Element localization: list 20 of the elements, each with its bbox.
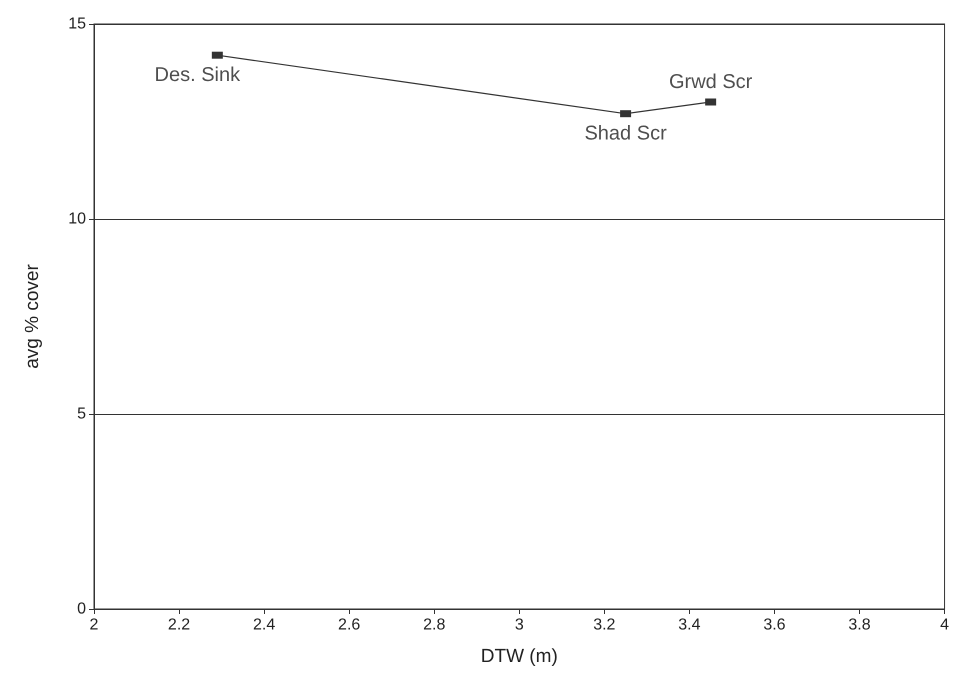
x-tick-label: 3.8 bbox=[848, 616, 871, 634]
y-axis-title: avg % cover bbox=[22, 264, 43, 369]
x-tick-label: 2 bbox=[90, 616, 99, 634]
x-tick-label: 2.4 bbox=[252, 616, 276, 634]
y-tick-label: 5 bbox=[77, 406, 86, 422]
x-tick-label: 2.2 bbox=[168, 616, 190, 634]
x-tick-label: 3.2 bbox=[593, 616, 616, 634]
x-tick-label: 3.6 bbox=[763, 616, 786, 634]
annotation: Des. Sink bbox=[154, 64, 242, 86]
y-tick-label: 10 bbox=[68, 210, 86, 228]
x-axis-title: DTW (m) bbox=[480, 646, 558, 667]
x-tick-label: 3 bbox=[514, 616, 524, 634]
x-tick-label: 2.6 bbox=[338, 616, 360, 634]
x-tick-label: 2.8 bbox=[423, 616, 446, 634]
annotation: Shad Scr bbox=[584, 122, 668, 145]
x-tick-label: 3.4 bbox=[678, 616, 701, 634]
y-tick-label: 15 bbox=[68, 16, 86, 32]
annotation: Grwd Scr bbox=[668, 71, 753, 93]
y-tick-label: 0 bbox=[77, 600, 86, 618]
x-tick-label: 4 bbox=[940, 616, 950, 634]
